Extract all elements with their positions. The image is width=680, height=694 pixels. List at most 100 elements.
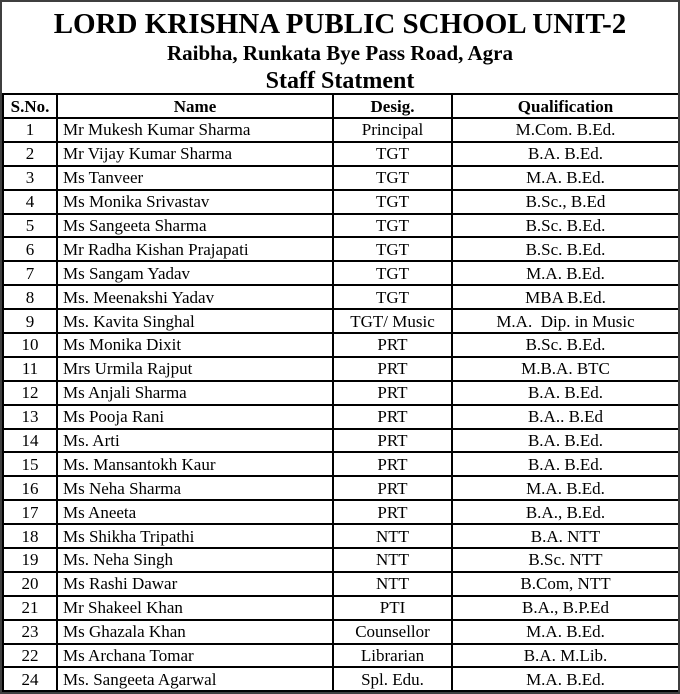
cell-desig: TGT (332, 284, 453, 311)
cell-sno: 8 (2, 284, 58, 311)
table-row: 14 Ms. Arti PRT B.A. B.Ed. (2, 427, 678, 454)
table-row: 15 Ms. Mansantokh Kaur PRT B.A. B.Ed. (2, 451, 678, 478)
table-row: 6 Mr Radha Kishan Prajapati TGT B.Sc. B.… (2, 236, 678, 263)
cell-sno: 22 (2, 642, 58, 669)
cell-sno: 1 (2, 117, 58, 143)
staff-table: S.No. Name Desig. Qualification 1 Mr Muk… (2, 93, 678, 692)
table-header-row: S.No. Name Desig. Qualification (2, 93, 678, 119)
cell-desig: TGT (332, 188, 453, 215)
cell-qualification: B.A. B.Ed. (451, 451, 678, 478)
table-row: 7 Ms Sangam Yadav TGT M.A. B.Ed. (2, 260, 678, 287)
cell-qualification: B.Sc. B.Ed. (451, 236, 678, 263)
table-row: 5 Ms Sangeeta Sharma TGT B.Sc. B.Ed. (2, 212, 678, 239)
cell-qualification: B.A. B.Ed. (451, 427, 678, 454)
cell-sno: 15 (2, 451, 58, 478)
cell-name: Ms Pooja Rani (56, 403, 334, 430)
cell-desig: NTT (332, 523, 453, 550)
table-row: 16 Ms Neha Sharma PRT M.A. B.Ed. (2, 475, 678, 502)
cell-qualification: M.A. Dip. in Music (451, 308, 678, 335)
cell-sno: 3 (2, 164, 58, 191)
cell-qualification: MBA B.Ed. (451, 284, 678, 311)
table-row: 10 Ms Monika Dixit PRT B.Sc. B.Ed. (2, 332, 678, 358)
cell-desig: PRT (332, 403, 453, 430)
cell-qualification: B.A., B.Ed. (451, 499, 678, 526)
cell-name: Ms. Meenakshi Yadav (56, 284, 334, 311)
cell-desig: TGT/ Music (332, 308, 453, 335)
table-row: 18 Ms Shikha Tripathi NTT B.A. NTT (2, 523, 678, 550)
cell-name: Ms Archana Tomar (56, 642, 334, 669)
cell-qualification: B.Sc. B.Ed. (451, 212, 678, 239)
cell-desig: NTT (332, 547, 453, 573)
table-row: 22 Ms Archana Tomar Librarian B.A. M.Lib… (2, 642, 678, 669)
cell-sno: 5 (2, 212, 58, 239)
table-row: 2 Mr Vijay Kumar Sharma TGT B.A. B.Ed. (2, 140, 678, 167)
table-row: 23 Ms Ghazala Khan Counsellor M.A. B.Ed. (2, 618, 678, 645)
cell-name: Ms. Kavita Singhal (56, 308, 334, 335)
cell-qualification: M.A. B.Ed. (451, 260, 678, 287)
cell-qualification: B.A., B.P.Ed (451, 594, 678, 621)
column-header-sno: S.No. (2, 93, 58, 119)
cell-desig: Principal (332, 117, 453, 143)
cell-sno: 9 (2, 308, 58, 335)
cell-desig: PRT (332, 475, 453, 502)
cell-sno: 16 (2, 475, 58, 502)
cell-qualification: M.A. B.Ed. (451, 618, 678, 645)
table-row: 1 Mr Mukesh Kumar Sharma Principal M.Com… (2, 117, 678, 143)
cell-name: Ms Ghazala Khan (56, 618, 334, 645)
cell-sno: 10 (2, 332, 58, 358)
cell-name: Mr Shakeel Khan (56, 594, 334, 621)
cell-qualification: B.A. M.Lib. (451, 642, 678, 669)
cell-name: Mr Mukesh Kumar Sharma (56, 117, 334, 143)
cell-sno: 24 (2, 666, 58, 692)
cell-name: Mr Radha Kishan Prajapati (56, 236, 334, 263)
table-row: 13 Ms Pooja Rani PRT B.A.. B.Ed (2, 403, 678, 430)
table-row: 20 Ms Rashi Dawar NTT B.Com, NTT (2, 570, 678, 597)
cell-sno: 14 (2, 427, 58, 454)
cell-desig: PRT (332, 332, 453, 358)
table-row: 8 Ms. Meenakshi Yadav TGT MBA B.Ed. (2, 284, 678, 311)
cell-name: Ms. Sangeeta Agarwal (56, 666, 334, 692)
cell-qualification: M.A. B.Ed. (451, 164, 678, 191)
cell-sno: 20 (2, 570, 58, 597)
cell-sno: 21 (2, 594, 58, 621)
cell-name: Ms Monika Dixit (56, 332, 334, 358)
cell-name: Ms. Mansantokh Kaur (56, 451, 334, 478)
table-row: 4 Ms Monika Srivastav TGT B.Sc., B.Ed (2, 188, 678, 215)
cell-name: Ms Aneeta (56, 499, 334, 526)
cell-sno: 13 (2, 403, 58, 430)
cell-desig: TGT (332, 260, 453, 287)
cell-desig: TGT (332, 164, 453, 191)
cell-desig: PRT (332, 379, 453, 406)
cell-desig: TGT (332, 236, 453, 263)
cell-qualification: B.Sc., B.Ed (451, 188, 678, 215)
cell-name: Ms Neha Sharma (56, 475, 334, 502)
cell-desig: PTI (332, 594, 453, 621)
cell-desig: Librarian (332, 642, 453, 669)
cell-qualification: B.Sc. NTT (451, 547, 678, 573)
school-name-title: LORD KRISHNA PUBLIC SCHOOL UNIT-2 (53, 8, 627, 40)
cell-name: Ms Anjali Sharma (56, 379, 334, 406)
document-header: LORD KRISHNA PUBLIC SCHOOL UNIT-2 Raibha… (2, 2, 678, 95)
cell-qualification: B.Sc. B.Ed. (451, 332, 678, 358)
table-row: 21 Mr Shakeel Khan PTI B.A., B.P.Ed (2, 594, 678, 621)
cell-name: Ms. Arti (56, 427, 334, 454)
cell-sno: 2 (2, 140, 58, 167)
table-row: 9 Ms. Kavita Singhal TGT/ Music M.A. Dip… (2, 308, 678, 335)
cell-qualification: M.Com. B.Ed. (451, 117, 678, 143)
cell-desig: Spl. Edu. (332, 666, 453, 692)
cell-qualification: B.Com, NTT (451, 570, 678, 597)
cell-sno: 18 (2, 523, 58, 550)
cell-sno: 17 (2, 499, 58, 526)
table-row: 12 Ms Anjali Sharma PRT B.A. B.Ed. (2, 379, 678, 406)
cell-sno: 6 (2, 236, 58, 263)
cell-desig: Counsellor (332, 618, 453, 645)
cell-name: Ms Sangam Yadav (56, 260, 334, 287)
column-header-qualification: Qualification (451, 93, 678, 119)
cell-desig: PRT (332, 427, 453, 454)
cell-desig: NTT (332, 570, 453, 597)
cell-desig: PRT (332, 451, 453, 478)
cell-qualification: B.A. B.Ed. (451, 140, 678, 167)
cell-name: Ms Sangeeta Sharma (56, 212, 334, 239)
cell-qualification: M.A. B.Ed. (451, 666, 678, 692)
cell-qualification: B.A. B.Ed. (451, 379, 678, 406)
